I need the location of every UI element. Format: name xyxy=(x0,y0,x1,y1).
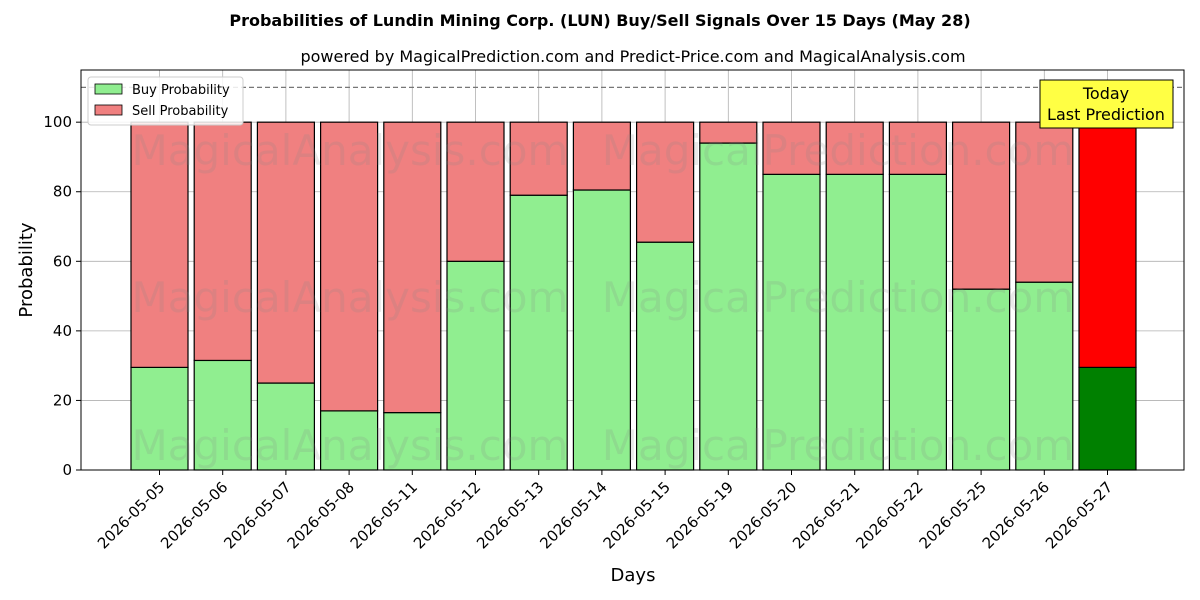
y-axis-label: Probability xyxy=(16,222,37,317)
legend-box xyxy=(87,76,244,126)
x-tick-label: 2026-05-12 xyxy=(410,478,484,552)
x-tick-label: 2026-05-14 xyxy=(536,478,610,552)
buy-bar xyxy=(446,260,505,471)
sell-bar xyxy=(256,121,315,384)
sell-bar xyxy=(635,121,695,243)
x-tick-label: 2026-05-25 xyxy=(916,478,990,552)
buy-bar xyxy=(383,412,442,471)
x-tick-label: 2026-05-19 xyxy=(663,478,737,552)
today-annotation: Today Last Prediction xyxy=(1039,79,1174,129)
buy-bar xyxy=(193,359,252,471)
y-tick-label: 80 xyxy=(53,183,72,201)
watermark-text: MagicalPrediction.com xyxy=(602,126,1075,175)
buy-bar xyxy=(951,288,1011,471)
sell-bar xyxy=(320,121,379,412)
x-ticks: 2026-05-052026-05-062026-05-072026-05-08… xyxy=(94,470,1116,552)
sell-bar xyxy=(888,121,948,175)
sell-bar xyxy=(572,121,632,191)
sell-bar xyxy=(699,121,758,144)
buy-bar xyxy=(572,189,632,471)
x-tick-label: 2026-05-15 xyxy=(600,478,674,552)
buy-bar xyxy=(762,173,821,471)
legend-swatch-sell xyxy=(94,104,123,116)
chart-title: Probabilities of Lundin Mining Corp. (LU… xyxy=(229,11,970,30)
today-box xyxy=(1039,79,1174,129)
legend-label-sell: Sell Probability xyxy=(132,104,229,119)
buy-bar xyxy=(509,194,568,471)
x-tick-label: 2026-05-06 xyxy=(157,478,231,552)
buy-bar xyxy=(699,142,758,471)
x-tick-label: 2026-05-08 xyxy=(284,478,358,552)
buy-bar xyxy=(888,173,948,471)
chart-subtitle: powered by MagicalPrediction.com and Pre… xyxy=(300,47,965,66)
watermark-text: MagicalPrediction.com xyxy=(602,273,1075,322)
buy-bar xyxy=(635,241,695,471)
sell-bar xyxy=(130,121,189,368)
watermark-text: MagicalPrediction.com xyxy=(602,421,1075,470)
y-tick-label: 40 xyxy=(53,322,72,340)
bars xyxy=(130,121,1137,471)
sell-bar xyxy=(1015,121,1074,283)
y-ticks: 0 20 40 60 80 100 xyxy=(43,113,81,479)
legend-label-buy: Buy Probability xyxy=(132,83,230,98)
sell-bar xyxy=(1078,121,1137,368)
sell-bar xyxy=(509,121,568,196)
x-tick-label: 2026-05-20 xyxy=(726,478,800,552)
x-tick-label: 2026-05-05 xyxy=(94,478,168,552)
buy-bar xyxy=(1078,366,1137,471)
plot-frame xyxy=(80,69,1185,471)
sell-bar xyxy=(951,121,1011,290)
x-tick-label: 2026-05-21 xyxy=(789,478,863,552)
x-axis-label: Days xyxy=(611,565,656,586)
x-tick-label: 2026-05-22 xyxy=(852,478,926,552)
y-tick-label: 60 xyxy=(53,252,72,270)
x-tick-label: 2026-05-13 xyxy=(473,478,547,552)
sell-bar xyxy=(383,121,442,414)
sell-bar xyxy=(446,121,505,262)
watermark-text: MagicalAnalysis.com xyxy=(132,421,569,470)
sell-bar xyxy=(825,121,884,175)
watermark-text: MagicalAnalysis.com xyxy=(132,126,569,175)
x-tick-label: 2026-05-07 xyxy=(220,478,294,552)
y-tick-label: 100 xyxy=(43,113,72,131)
legend-swatch-buy xyxy=(94,83,123,95)
watermark-text: MagicalAnalysis.com xyxy=(132,273,569,322)
legend: Buy Probability Sell Probability xyxy=(87,76,244,126)
x-tick-label: 2026-05-11 xyxy=(347,478,421,552)
x-tick-label: 2026-05-26 xyxy=(979,478,1053,552)
y-tick-label: 20 xyxy=(53,391,72,409)
x-tick-label: 2026-05-27 xyxy=(1042,478,1116,552)
today-label: Today xyxy=(1082,84,1129,103)
buy-bar xyxy=(825,173,884,471)
last-prediction-label: Last Prediction xyxy=(1047,105,1165,124)
watermarks: MagicalAnalysis.com MagicalPrediction.com… xyxy=(132,126,1075,470)
y-tick-label: 0 xyxy=(62,461,72,479)
sell-bar xyxy=(762,121,821,175)
buy-bar xyxy=(256,382,315,471)
